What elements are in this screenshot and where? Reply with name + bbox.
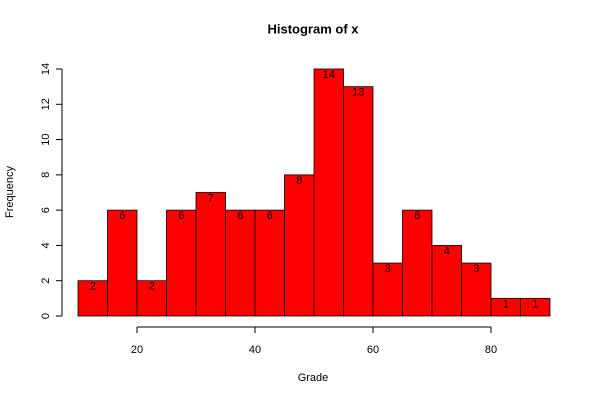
x-tick-label: 20 (131, 344, 143, 356)
x-tick-label: 60 (367, 344, 379, 356)
y-tick-label: 6 (40, 207, 52, 213)
bar (313, 68, 344, 317)
y-tick-label: 14 (40, 63, 52, 75)
y-axis-title: Frequency (4, 166, 16, 218)
bar (225, 209, 256, 317)
bar (166, 209, 197, 317)
x-tick-label: 40 (249, 344, 261, 356)
x-tick-label: 80 (485, 344, 497, 356)
x-axis-title: Grade (298, 372, 329, 384)
bar (284, 174, 315, 317)
bar (195, 192, 226, 317)
bar (520, 297, 551, 317)
y-tick-label: 10 (40, 133, 52, 145)
bar-label: 4 (444, 245, 450, 257)
bar-label: 6 (178, 210, 184, 222)
bar (254, 209, 285, 317)
bar-label: 1 (503, 298, 509, 310)
bar (77, 280, 108, 317)
bar (372, 262, 403, 317)
bar-label: 3 (385, 263, 391, 275)
bar (402, 209, 433, 317)
bar-label: 3 (473, 263, 479, 275)
bar-label: 2 (149, 281, 155, 293)
bar-label: 2 (90, 281, 96, 293)
y-tick-label: 0 (40, 313, 52, 319)
bar (343, 86, 374, 317)
bar-label: 6 (237, 210, 243, 222)
y-tick-label: 4 (40, 242, 52, 248)
bar-label: 13 (352, 87, 364, 99)
bar-label: 7 (208, 192, 214, 204)
bar-label: 8 (296, 175, 302, 187)
bar-label: 6 (267, 210, 273, 222)
y-tick-label: 2 (40, 278, 52, 284)
bar (107, 209, 138, 317)
bar-label: 1 (532, 298, 538, 310)
bar-label: 6 (119, 210, 125, 222)
bar-label: 6 (414, 210, 420, 222)
bar (461, 262, 492, 317)
bar-label: 14 (323, 69, 335, 81)
chart-title: Histogram of x (267, 21, 359, 36)
y-tick-label: 12 (40, 98, 52, 110)
bar (136, 280, 167, 317)
y-tick-label: 8 (40, 172, 52, 178)
